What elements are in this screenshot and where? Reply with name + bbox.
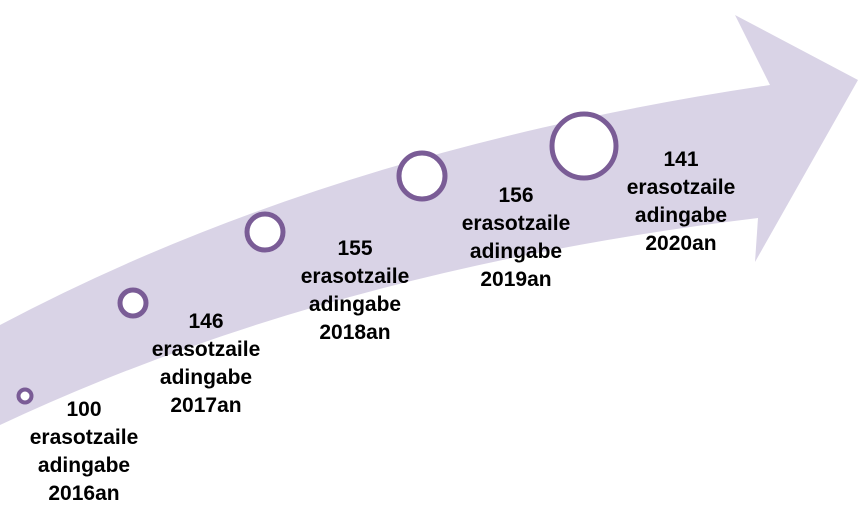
milestone-line1: erasotzaile bbox=[29, 426, 139, 449]
milestone-circle-2018 bbox=[244, 211, 286, 253]
milestone-year: 2020an bbox=[645, 232, 717, 255]
milestone-circle-2017 bbox=[117, 287, 149, 319]
milestone-line2: adingabe bbox=[634, 204, 728, 227]
milestone-value: 146 bbox=[188, 310, 224, 333]
milestone-line1: erasotzaile bbox=[626, 176, 736, 199]
milestone-year: 2019an bbox=[480, 268, 552, 291]
milestone-circle-2019 bbox=[396, 150, 448, 202]
milestone-value: 155 bbox=[337, 237, 373, 260]
milestone-year: 2016an bbox=[48, 482, 120, 505]
milestone-label-2018: 155 erasotzaile adingabe 2018an bbox=[301, 235, 410, 347]
milestone-year: 2018an bbox=[319, 321, 391, 344]
milestone-label-2020: 141 erasotzaile adingabe 2020an bbox=[627, 146, 736, 258]
milestone-year: 2017an bbox=[170, 394, 242, 417]
milestone-line2: adingabe bbox=[308, 293, 402, 316]
milestone-line1: erasotzaile bbox=[300, 265, 410, 288]
milestone-label-2019: 156 erasotzaile adingabe 2019an bbox=[462, 182, 571, 294]
milestone-line1: erasotzaile bbox=[461, 212, 571, 235]
milestone-line2: adingabe bbox=[37, 454, 131, 477]
milestone-line2: adingabe bbox=[469, 240, 563, 263]
curved-arrow-shape bbox=[0, 15, 858, 425]
milestone-line2: adingabe bbox=[159, 366, 253, 389]
milestone-label-2017: 146 erasotzaile adingabe 2017an bbox=[152, 308, 261, 420]
milestone-line1: erasotzaile bbox=[151, 338, 261, 361]
milestone-value: 156 bbox=[498, 184, 534, 207]
milestone-label-2016: 100 erasotzaile adingabe 2016an bbox=[30, 396, 139, 508]
milestone-circle-2020 bbox=[549, 111, 619, 181]
milestone-value: 100 bbox=[66, 398, 102, 421]
milestone-value: 141 bbox=[663, 148, 699, 171]
milestone-circle-2016 bbox=[16, 387, 34, 405]
